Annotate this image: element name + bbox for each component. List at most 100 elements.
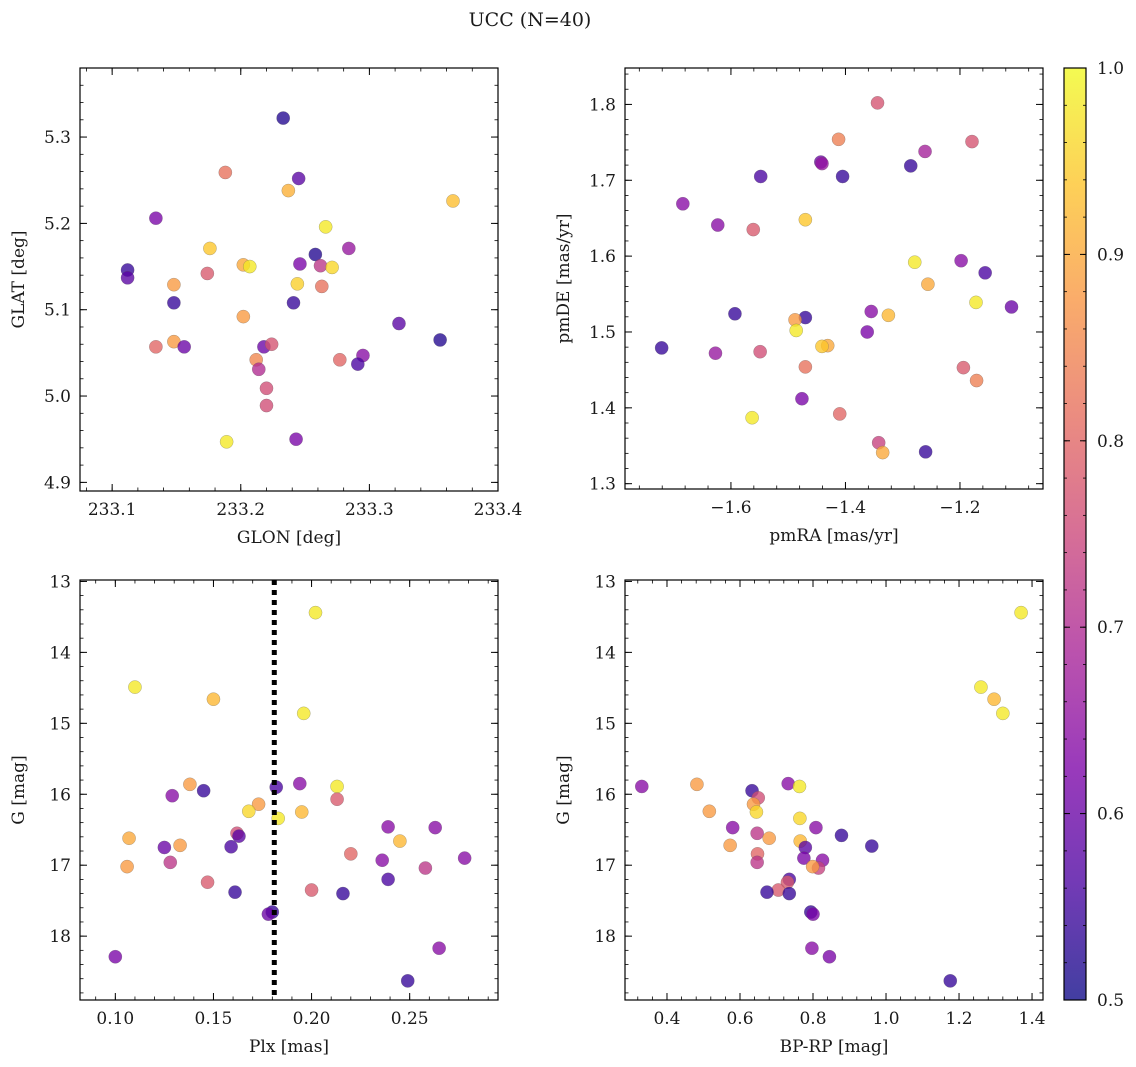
colorbar-tick-label: 0.6 [1097, 805, 1124, 825]
colorbar-tick-label: 0.7 [1097, 618, 1124, 638]
scatter-point [122, 831, 136, 846]
scatter-point [806, 907, 820, 921]
y-tick-label: 1.6 [589, 247, 616, 267]
y-axis-label: pmDE [mas/yr] [554, 213, 574, 343]
scatter-point [418, 861, 433, 875]
colorbar: 0.5 0.6 0.7 0.8 0.9 1.0 [1063, 59, 1124, 1011]
scatter-point [165, 788, 180, 803]
scatter-point [907, 255, 922, 269]
scatter-point [634, 779, 649, 794]
panel-glon-glat: 233.1 233.2 233.3 233.4 4.9 5.0 5.1 5.2 5.3 GLON … [9, 67, 522, 548]
scatter-point [400, 974, 415, 988]
y-tick-label: 17 [49, 856, 71, 876]
x-tick-label: 0.20 [293, 1009, 331, 1029]
scatter-point [293, 257, 307, 271]
x-tick-label: 0.15 [195, 1009, 233, 1029]
ticks [625, 580, 1043, 1000]
y-axis-label: G [mag] [554, 755, 574, 824]
scatter-point [753, 344, 767, 359]
scatter-point [224, 839, 238, 854]
scatter-point [870, 96, 885, 110]
scatter-point [163, 855, 178, 870]
panel-bprp-g: 0.4 0.6 0.8 1.0 1.2 1.4 13 14 15 16 17 18 BP-RP [mag… [554, 572, 1046, 1057]
scatter-point [954, 253, 968, 268]
scatter-point [446, 194, 460, 208]
scatter-point [690, 777, 704, 792]
scatter-point [342, 241, 356, 256]
ticks [625, 68, 1043, 489]
scatter-point [815, 156, 829, 171]
scatter-point [750, 826, 764, 841]
scatter-points [634, 605, 1028, 988]
scatter-point [457, 851, 472, 865]
x-tick-label: 233.1 [88, 500, 137, 520]
scatter-point [943, 974, 958, 988]
scatter-point [259, 381, 274, 396]
scatter-point [173, 838, 187, 853]
panel-pmra-pmde: −1.6 −1.4 −1.2 1.3 1.4 1.5 1.6 1.7 1.8 pmRA [mas/… [554, 67, 1044, 546]
scatter-point [956, 360, 971, 375]
scatter-point [325, 260, 339, 275]
ticks [80, 580, 498, 1000]
x-tick-label: 0.25 [391, 1009, 429, 1029]
axes-frame [79, 579, 499, 1001]
scatter-point [725, 820, 740, 835]
scatter-point [781, 776, 795, 791]
scatter-point [831, 132, 846, 147]
scatter-point [782, 886, 797, 901]
x-tick-label: −1.4 [825, 498, 866, 518]
colorbar-gradient [1064, 68, 1086, 1000]
scatter-point [753, 169, 768, 184]
y-tick-label: 16 [49, 785, 71, 805]
scatter-point [749, 805, 764, 819]
scatter-point [228, 885, 242, 899]
scatter-point [381, 872, 395, 887]
scatter-point [797, 851, 811, 865]
scatter-point [702, 804, 717, 819]
scatter-point [1014, 605, 1028, 620]
y-tick-label: 16 [594, 785, 616, 805]
y-tick-label: 13 [49, 572, 71, 592]
scatter-point [294, 805, 309, 819]
scatter-point [318, 220, 333, 234]
scatter-point [710, 218, 725, 232]
scatter-point [241, 804, 256, 819]
panel-plx-g: 0.10 0.15 0.20 0.25 13 14 15 16 17 18 Plx [mas] G [… [9, 572, 499, 1057]
scatter-point [120, 859, 134, 874]
scatter-point [196, 783, 211, 798]
scatter-point [251, 362, 266, 377]
scatter-point [834, 828, 849, 843]
scatter-point [822, 949, 837, 964]
scatter-point [242, 259, 257, 274]
scatter-point [428, 820, 443, 835]
scatter-point [969, 373, 984, 388]
x-tick-label: 0.8 [799, 1009, 826, 1029]
y-tick-label: 15 [49, 714, 71, 734]
y-tick-label: 5.0 [44, 387, 71, 407]
x-tick-label: 233.2 [216, 500, 265, 520]
scatter-points [108, 605, 472, 988]
scatter-point [128, 680, 142, 694]
scatter-point [793, 811, 807, 826]
scatter-point [432, 941, 446, 956]
scatter-point [206, 692, 221, 706]
scatter-point [167, 277, 181, 292]
figure-title: UCC (N=40) [469, 9, 592, 31]
scatter-points [120, 111, 460, 449]
x-axis-label: pmRA [mas/yr] [769, 526, 898, 546]
x-tick-label: 1.0 [872, 1009, 899, 1029]
scatter-point [314, 279, 329, 294]
scatter-point [259, 398, 274, 413]
axes-frame [624, 67, 1044, 490]
y-tick-label: 1.4 [589, 399, 616, 419]
scatter-point [746, 222, 761, 237]
scatter-point [760, 885, 774, 899]
scatter-point [433, 333, 447, 347]
scatter-point [344, 847, 358, 861]
x-axis-label: Plx [mas] [249, 1037, 329, 1057]
scatter-points [654, 96, 1019, 460]
x-tick-label: 1.4 [1019, 1009, 1046, 1029]
scatter-point [918, 445, 933, 459]
y-tick-label: 14 [594, 643, 616, 663]
axes-frame [79, 67, 499, 492]
